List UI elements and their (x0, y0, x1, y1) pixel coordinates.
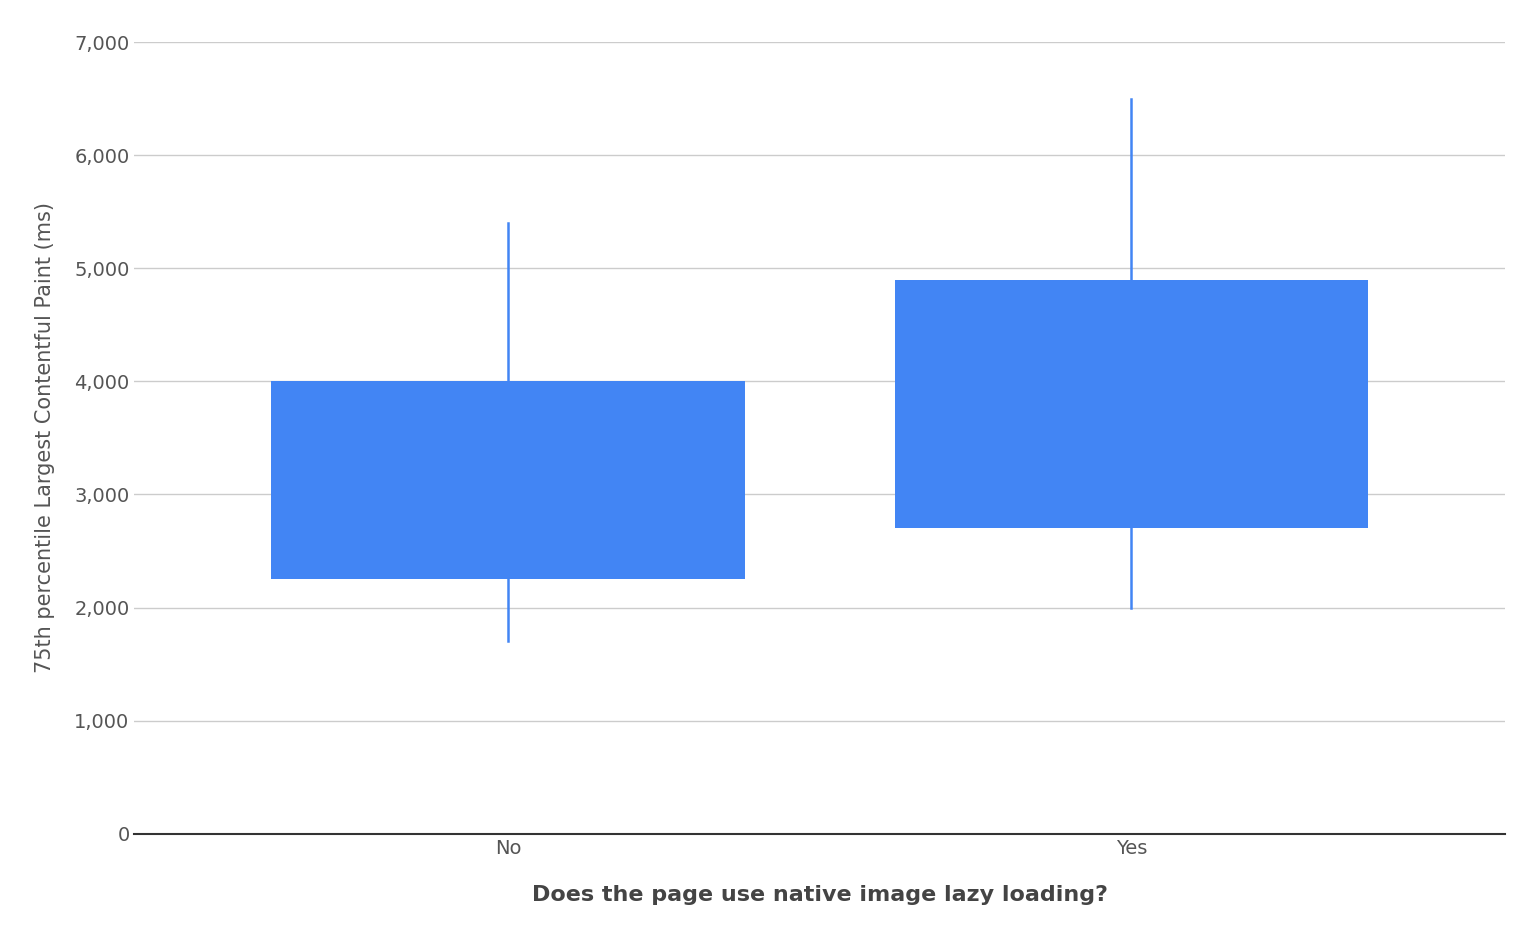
X-axis label: Does the page use native image lazy loading?: Does the page use native image lazy load… (531, 885, 1107, 905)
FancyBboxPatch shape (895, 279, 1368, 528)
Y-axis label: 75th percentile Largest Contentful Paint (ms): 75th percentile Largest Contentful Paint… (35, 202, 55, 673)
FancyBboxPatch shape (271, 382, 745, 579)
